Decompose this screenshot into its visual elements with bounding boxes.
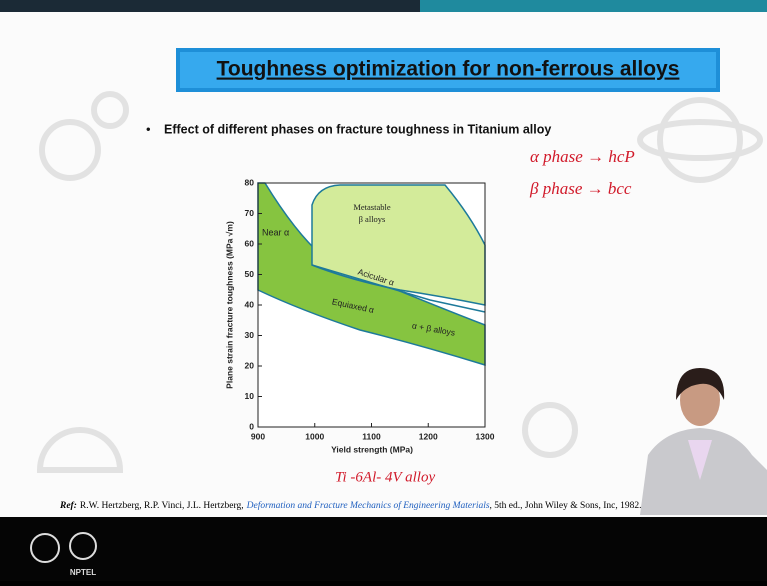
y-tick-label: 50 <box>245 269 255 279</box>
reference-book: Deformation and Fracture Mechanics of En… <box>246 500 490 511</box>
y-tick-label: 10 <box>245 391 255 401</box>
y-tick-label: 20 <box>245 360 255 370</box>
region-label: β alloys <box>359 214 386 224</box>
y-tick-label: 70 <box>245 208 255 218</box>
slide-frame: Toughness optimization for non-ferrous a… <box>0 0 767 581</box>
y-tick-label: 0 <box>249 421 254 431</box>
handwritten-note: β phase → bcc <box>529 179 632 198</box>
reference: Ref:R.W. Hertzberg, R.P. Vinci, J.L. Her… <box>59 500 642 511</box>
x-tick-label: 1100 <box>362 431 381 441</box>
x-axis-label: Yield strength (MPa) <box>331 444 413 454</box>
bullet-text: Effect of different phases on fracture t… <box>164 122 551 136</box>
region-label: Near α <box>262 227 289 237</box>
bottom-bar <box>0 517 767 581</box>
reference-lead: Ref: <box>59 501 77 511</box>
y-tick-label: 30 <box>245 330 255 340</box>
page: Toughness optimization for non-ferrous a… <box>0 0 767 581</box>
bullet-dot: • <box>146 121 151 136</box>
slide-title: Toughness optimization for non-ferrous a… <box>217 58 680 81</box>
reference-rest: , 5th ed., John Wiley & Sons, Inc, 1982. <box>490 501 642 511</box>
x-tick-label: 1200 <box>419 431 438 441</box>
handwritten-note: Ti -6Al- 4V alloy <box>335 469 435 485</box>
x-tick-label: 1300 <box>476 431 495 441</box>
y-axis-label: Plane strain fracture toughness (MPa √m) <box>224 221 234 389</box>
y-tick-label: 60 <box>245 238 255 248</box>
logo-caption: NPTEL <box>70 568 96 577</box>
x-tick-label: 1000 <box>305 431 324 441</box>
y-tick-label: 80 <box>245 177 255 187</box>
top-accent <box>420 0 767 12</box>
figure: Near α Metastable β alloys Acicular α Eq… <box>224 177 494 454</box>
region-label: Metastable <box>353 202 391 212</box>
y-tick-label: 40 <box>245 299 255 309</box>
x-tick-label: 900 <box>251 431 265 441</box>
reference-authors: R.W. Hertzberg, R.P. Vinci, J.L. Hertzbe… <box>80 501 244 511</box>
handwritten-note: α phase → hcP <box>530 147 635 166</box>
